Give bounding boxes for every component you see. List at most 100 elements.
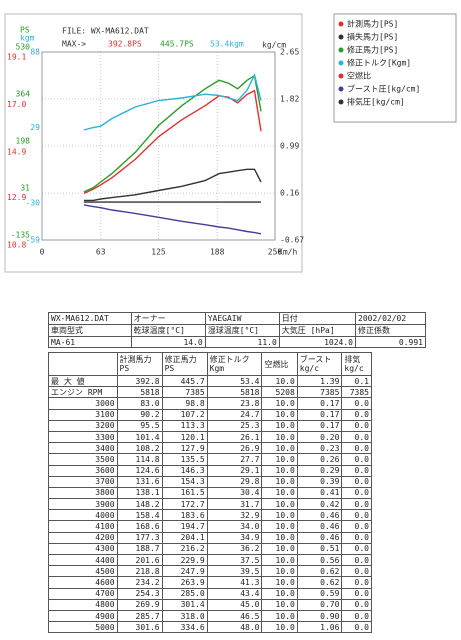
table-cell: 4300 <box>48 542 118 556</box>
legend-marker <box>338 21 344 27</box>
table-cell: 14.0 <box>130 336 206 348</box>
table-cell: 218.8 <box>116 565 163 578</box>
table-cell: 34.0 <box>206 520 263 533</box>
table-cell: 10.0 <box>261 408 298 421</box>
table-row: 3300 101.4 120.1 26.1 10.0 0.20 0.0 <box>48 430 372 444</box>
table-cell: 4600 <box>48 576 118 589</box>
table-cell: 120.1 <box>161 430 208 444</box>
table-cell: 247.9 <box>161 565 208 578</box>
kgm-tick-label: -30 <box>26 198 41 207</box>
table-cell: 108.2 <box>116 442 163 455</box>
table-cell: 194.7 <box>161 520 208 533</box>
table-cell: 10.0 <box>261 498 298 511</box>
table-cell: 0.0 <box>341 419 372 432</box>
table-cell: 445.7 <box>161 374 208 388</box>
table-cell: 135.5 <box>161 453 208 466</box>
table-cell: 10.0 <box>261 520 298 533</box>
table-cell: 10.0 <box>261 576 298 589</box>
table-cell: 0.0 <box>341 430 372 444</box>
legend-label: ブースト圧[kg/cm] <box>347 84 420 94</box>
legend-label: 計測馬力[PS] <box>347 19 398 29</box>
table-cell: 修正トルク Kgm <box>206 352 263 376</box>
table-cell: 146.3 <box>161 464 208 477</box>
table-cell: 46.5 <box>206 609 263 623</box>
y2-tick-label: 0.99 <box>280 142 299 151</box>
table-cell: 10.0 <box>261 542 298 556</box>
table-cell: 10.0 <box>261 565 298 578</box>
table-cell: オーナー <box>130 312 206 325</box>
table-row: 3900 148.2 172.7 31.7 10.0 0.42 0.0 <box>48 498 372 511</box>
y2-axis-label: kg/cm <box>262 41 286 50</box>
table-cell: 0.29 <box>296 464 343 477</box>
table-cell: 修正係数 <box>355 324 426 337</box>
table-cell: 301.6 <box>116 621 163 634</box>
table-row: 4400 201.6 229.9 37.5 10.0 0.56 0.0 <box>48 553 372 567</box>
y2-tick-label: -0.67 <box>280 236 304 245</box>
table-cell: 127.9 <box>161 442 208 455</box>
table-cell: 0.0 <box>341 442 372 455</box>
table-cell: 0.0 <box>341 464 372 477</box>
table-cell: 83.0 <box>116 397 163 410</box>
table-cell: 48.0 <box>206 621 263 634</box>
table-cell: 269.9 <box>116 598 163 611</box>
afr-tick-label: 10.8 <box>7 241 26 250</box>
table-cell: 0.23 <box>296 442 343 455</box>
table-cell: エンジン RPM <box>48 386 118 399</box>
table-cell: 修正馬力 PS <box>161 352 208 376</box>
table-row: 最 大 値 392.8 445.7 53.4 10.0 1.39 0.1 <box>48 374 372 388</box>
table-row: 4500 218.8 247.9 39.5 10.0 0.62 0.0 <box>48 565 372 578</box>
table-cell: 4500 <box>48 565 118 578</box>
table-cell: 124.6 <box>116 464 163 477</box>
table-cell: 0.1 <box>341 374 372 388</box>
table-cell: 湿球温度[°C] <box>204 324 280 337</box>
legend-marker <box>338 86 344 92</box>
table-cell: 0.0 <box>341 408 372 421</box>
table-cell: 29.1 <box>206 464 263 477</box>
table-cell: 0.41 <box>296 486 343 500</box>
table-cell: 0.0 <box>341 397 372 410</box>
table-cell: 24.7 <box>206 408 263 421</box>
table-cell: 2002/02/02 <box>355 312 426 325</box>
table-cell: 154.3 <box>161 475 208 488</box>
table-cell: 4400 <box>48 553 118 567</box>
y2-tick-label: 1.82 <box>280 95 299 104</box>
series-line <box>83 72 262 131</box>
table-cell: 318.0 <box>161 609 208 623</box>
table-row: 3200 95.5 113.3 25.3 10.0 0.17 0.0 <box>48 419 372 432</box>
table-cell: 188.7 <box>116 542 163 556</box>
table-cell: 10.0 <box>261 486 298 500</box>
x-tick-label: 188 <box>210 248 225 257</box>
table-cell: 0.17 <box>296 397 343 410</box>
table-cell: 10.0 <box>261 453 298 466</box>
table-cell: WX-MA612.DAT <box>48 312 132 325</box>
legend-marker <box>338 73 344 79</box>
table-cell: 7385 <box>296 386 343 399</box>
table-cell: 0.46 <box>296 509 343 522</box>
table-row: 3700 131.6 154.3 29.8 10.0 0.39 0.0 <box>48 475 372 488</box>
table-row: 3500 114.8 135.5 27.7 10.0 0.26 0.0 <box>48 453 372 466</box>
table-cell: 98.8 <box>161 397 208 410</box>
table-cell: 0.51 <box>296 542 343 556</box>
table-cell: 263.9 <box>161 576 208 589</box>
kgm-axis-label: kgm <box>20 34 35 43</box>
table-row: 3100 90.2 107.2 24.7 10.0 0.17 0.0 <box>48 408 372 421</box>
max-value: 392.8PS <box>108 40 142 49</box>
table-cell: 101.4 <box>116 430 163 444</box>
table-cell: 0.17 <box>296 408 343 421</box>
afr-tick-label: 17.0 <box>7 100 26 109</box>
table-cell: YAEGAIW <box>204 312 280 325</box>
y2-tick-label: 0.16 <box>280 189 299 198</box>
x-tick-label: 63 <box>96 248 106 257</box>
table-cell: 10.0 <box>261 531 298 544</box>
table-cell: 4200 <box>48 531 118 544</box>
table-cell: 10.0 <box>261 621 298 634</box>
x-axis-label: Km/h <box>278 248 297 257</box>
max-value: 53.4kgm <box>210 40 244 49</box>
table-cell: 43.4 <box>206 587 263 600</box>
table-row: エンジン RPM 5818 7385 5818 5208 7385 7385 <box>48 386 372 399</box>
chart-title: FILE: WX-MA612.DAT <box>62 27 149 36</box>
x-tick-label: 0 <box>40 248 45 257</box>
table-cell: 10.0 <box>261 442 298 455</box>
table-cell: 0.0 <box>341 598 372 611</box>
